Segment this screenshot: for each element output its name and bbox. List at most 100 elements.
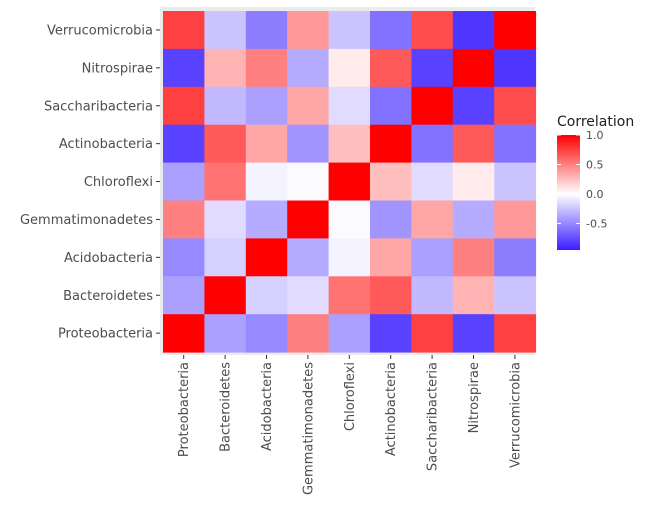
heatmap-tile (245, 314, 288, 353)
y-tick-label: Saccharibacteria (44, 99, 153, 114)
x-tick-label: Nitrospirae (467, 362, 482, 433)
legend-tick-label: 0.0 (586, 188, 604, 201)
x-tick-label: Proteobacteria (177, 362, 192, 457)
heatmap-tile (287, 238, 330, 277)
x-tick-label: Actinobacteria (384, 362, 399, 456)
heatmap-tile (452, 314, 495, 353)
heatmap-tile (328, 276, 371, 315)
legend-tick-label: -0.5 (586, 217, 607, 230)
x-tick-label: Chloroflexi (343, 362, 358, 431)
heatmap-tile (163, 200, 205, 239)
y-tick-label: Gemmatimonadetes (20, 213, 153, 228)
x-tick-label: Gemmatimonadetes (301, 362, 316, 495)
heatmap-tile (287, 48, 330, 88)
heatmap-tile (452, 162, 495, 201)
heatmap-tile (411, 86, 454, 126)
heatmap-tile (245, 11, 288, 50)
heatmap-tile (163, 48, 205, 88)
heatmap-tile (370, 48, 412, 88)
heatmap-tile (411, 238, 454, 277)
x-tick-label: Acidobacteria (260, 362, 275, 451)
x-tick-label: Verrucomicrobia (508, 362, 523, 468)
x-axis: Proteobacteria Bacteroidetes Acidobacteria… (177, 355, 523, 495)
heatmap-tile (204, 238, 247, 277)
heatmap-tile (287, 200, 330, 239)
heatmap-tile (370, 124, 412, 164)
heatmap-tile (245, 276, 288, 315)
tiles (163, 11, 537, 353)
heatmap-tile (163, 86, 205, 126)
heatmap-tile (245, 200, 288, 239)
y-tick-label: Verrucomicrobia (47, 23, 153, 38)
heatmap-tile (287, 11, 330, 50)
heatmap-tile (245, 238, 288, 277)
heatmap-tile (411, 314, 454, 353)
heatmap-tile (328, 238, 371, 277)
legend-tick-label: 1.0 (586, 129, 604, 142)
x-tick-label: Bacteroidetes (219, 362, 234, 452)
heatmap-tile (370, 238, 412, 277)
heatmap-tile (494, 276, 537, 315)
heatmap-tile (328, 200, 371, 239)
heatmap-tile (204, 48, 247, 88)
heatmap-tile (452, 48, 495, 88)
heatmap-tile (452, 86, 495, 126)
heatmap-tile (204, 200, 247, 239)
heatmap-tile (163, 238, 205, 277)
heatmap-tile (204, 314, 247, 353)
heatmap-tile (452, 124, 495, 164)
heatmap-tile (287, 276, 330, 315)
y-tick-label: Acidobacteria (64, 251, 153, 266)
heatmap-tile (163, 124, 205, 164)
y-tick-label: Proteobacteria (58, 327, 153, 342)
heatmap-tile (411, 124, 454, 164)
heatmap-tile (287, 314, 330, 353)
heatmap-tile (370, 314, 412, 353)
legend: Correlation 1.0 0.5 0.0 -0.5 (557, 114, 634, 250)
legend-colorbar (557, 135, 580, 250)
y-tick-label: Nitrospirae (82, 61, 153, 76)
heatmap-tile (163, 11, 205, 50)
heatmap-tile (204, 124, 247, 164)
heatmap-tile (328, 11, 371, 50)
heatmap-tile (452, 11, 495, 50)
heatmap-tile (370, 200, 412, 239)
heatmap-tile (494, 86, 537, 126)
heatmap-tile (163, 314, 205, 353)
heatmap-tile (245, 162, 288, 201)
heatmap-tile (370, 86, 412, 126)
heatmap-tile (452, 276, 495, 315)
heatmap-tile (204, 276, 247, 315)
heatmap-tile (204, 86, 247, 126)
heatmap-tile (204, 162, 247, 201)
heatmap-tile (287, 86, 330, 126)
heatmap-tile (411, 48, 454, 88)
heatmap-tile (494, 200, 537, 239)
heatmap-tile (411, 200, 454, 239)
heatmap-tile (494, 238, 537, 277)
legend-title: Correlation (557, 114, 634, 130)
heatmap-tile (163, 162, 205, 201)
heatmap-tile (163, 276, 205, 315)
heatmap-tile (328, 162, 371, 201)
heatmap-tile (245, 48, 288, 88)
heatmap-tile (370, 276, 412, 315)
y-tick-label: Bacteroidetes (63, 289, 153, 304)
heatmap-tile (411, 11, 454, 50)
legend-tick-label: 0.5 (586, 158, 604, 171)
x-tick-label: Saccharibacteria (426, 362, 441, 471)
heatmap-tile (411, 276, 454, 315)
heatmap-tile (494, 124, 537, 164)
heatmap-tile (287, 124, 330, 164)
heatmap-tile (452, 200, 495, 239)
heatmap-tile (245, 86, 288, 126)
heatmap-tile (494, 11, 537, 50)
heatmap-tile (370, 162, 412, 201)
heatmap-tile (204, 11, 247, 50)
heatmap-tile (245, 124, 288, 164)
heatmap-tile (452, 238, 495, 277)
heatmap-tile (494, 48, 537, 88)
y-tick-label: Chloroflexi (84, 175, 153, 190)
heatmap-tile (411, 162, 454, 201)
